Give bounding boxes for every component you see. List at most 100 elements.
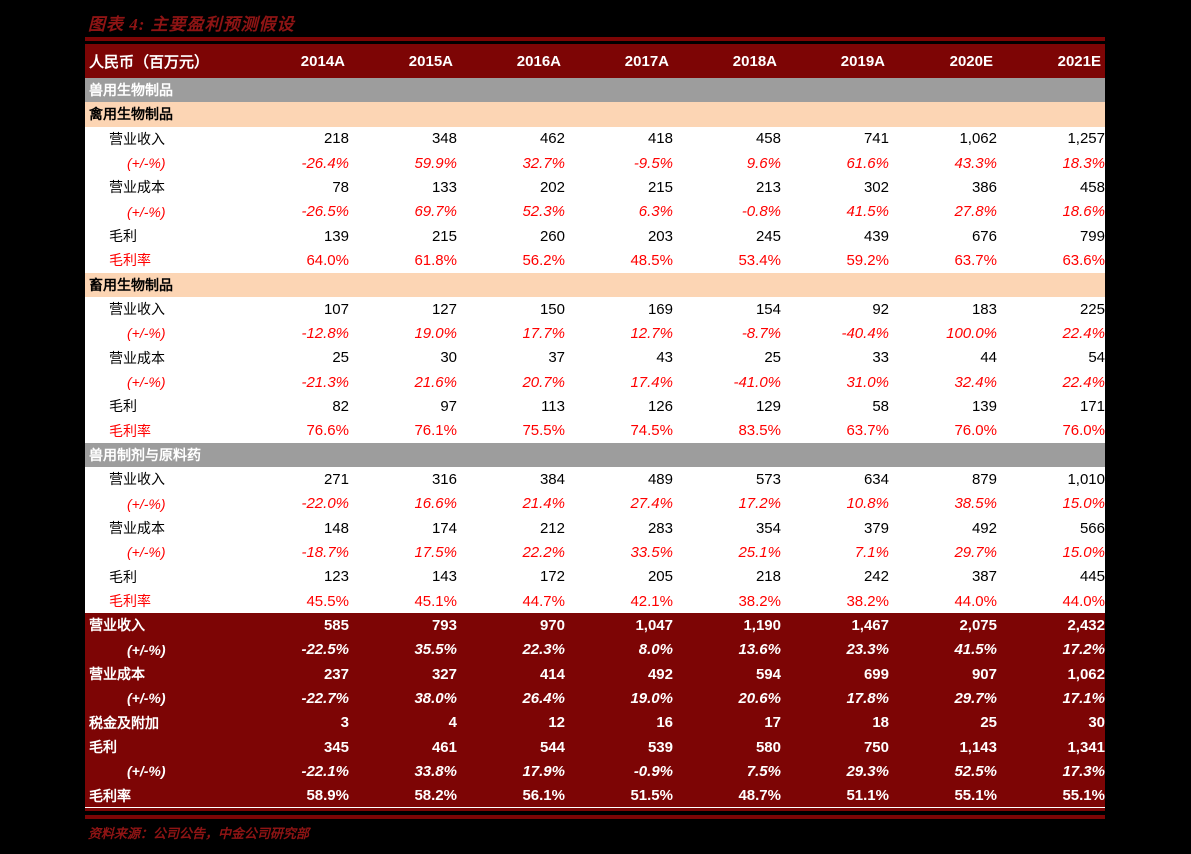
cell-value: 139	[323, 227, 349, 245]
cell-value: -18.7%	[301, 543, 349, 561]
cell-value: 20.7%	[522, 373, 565, 391]
cell-value: 16	[656, 714, 673, 732]
cell-value: 793	[431, 616, 457, 634]
table-row: 营业收入 271 316 384 489 573 634 879 1,010	[85, 467, 1105, 492]
cell-value: -8.7%	[741, 324, 781, 342]
table-row: 毛利率 76.6% 76.1% 75.5% 74.5% 83.5% 63.7% 76.0% 76…	[85, 418, 1105, 443]
cell-value: 97	[440, 397, 457, 415]
cell-value: -22.5%	[301, 641, 349, 659]
cell-value: 44.0%	[954, 592, 997, 610]
cell-value: 327	[431, 665, 457, 683]
row-label: 营业成本	[109, 520, 165, 537]
cell-value: 237	[323, 665, 349, 683]
row-label: 毛利率	[89, 787, 131, 804]
cell-value: 51.5%	[630, 787, 673, 805]
cell-value: 107	[323, 300, 349, 318]
cell-value: 83.5%	[738, 422, 781, 440]
cell-value: 458	[1079, 178, 1105, 196]
cell-value: -12.8%	[301, 324, 349, 342]
cell-value: 37	[548, 349, 565, 367]
cell-value: 143	[431, 568, 457, 586]
cell-value: 218	[323, 130, 349, 148]
cell-value: 970	[539, 616, 565, 634]
cell-value: 56.2%	[522, 251, 565, 269]
cell-value: -40.4%	[841, 324, 889, 342]
cell-value: 17.7%	[522, 324, 565, 342]
cell-value: 1,467	[851, 616, 889, 634]
row-label: 禽用生物制品	[89, 106, 173, 123]
row-label: 税金及附加	[89, 714, 159, 731]
table-row: 毛利 345 461 544 539 580 750 1,143 1,341	[85, 734, 1105, 760]
cell-value: 17.5%	[414, 543, 457, 561]
cell-value: 54	[1088, 349, 1105, 367]
cell-value: 58.2%	[414, 787, 457, 805]
cell-value: 75.5%	[522, 422, 565, 440]
cell-value: 43.3%	[954, 154, 997, 172]
cell-value: 7.5%	[746, 762, 781, 780]
cell-value: 183	[971, 300, 997, 318]
cell-value: 63.6%	[1062, 251, 1105, 269]
row-label: (+/-%)	[127, 203, 166, 220]
cell-value: 1,047	[635, 616, 673, 634]
cell-value: 1,062	[959, 130, 997, 148]
row-label: 营业成本	[109, 349, 165, 366]
cell-value: 316	[431, 470, 457, 488]
table-row: 营业收入 218 348 462 418 458 741 1,062 1,257	[85, 126, 1105, 151]
cell-value: 44	[980, 349, 997, 367]
cell-value: 32.4%	[954, 373, 997, 391]
cell-value: 25	[332, 349, 349, 367]
cell-value: 218	[755, 568, 781, 586]
cell-value: 12	[548, 714, 565, 732]
cell-value: 133	[431, 178, 457, 196]
cell-value: 379	[863, 519, 889, 537]
section-header-row: 禽用生物制品	[85, 102, 1105, 127]
cell-value: 78	[332, 178, 349, 196]
cell-value: 38.2%	[846, 592, 889, 610]
cell-value: 215	[647, 178, 673, 196]
cell-value: 384	[539, 470, 565, 488]
cell-value: 100.0%	[946, 324, 997, 342]
table-row: 税金及附加 3 4 12 16 17 18 25 30	[85, 710, 1105, 735]
cell-value: 15.0%	[1062, 543, 1105, 561]
forecast-table: 人民币（百万元） 2014A 2015A 2016A 2017A 2018A 2019A 2…	[85, 44, 1105, 808]
cell-value: 25	[980, 714, 997, 732]
cell-value: -26.4%	[301, 154, 349, 172]
source-note: 资料来源：公司公告，中金公司研究部	[88, 826, 310, 841]
table-row: (+/-%) -22.1% 33.8% 17.9% -0.9% 7.5% 29.3% 52.5…	[85, 759, 1105, 784]
cell-value: 539	[647, 738, 673, 756]
cell-value: 42.1%	[630, 592, 673, 610]
cell-value: 76.1%	[414, 422, 457, 440]
cell-value: 29.7%	[954, 543, 997, 561]
cell-value: 580	[755, 738, 781, 756]
table-row: 毛利率 45.5% 45.1% 44.7% 42.1% 38.2% 38.2% 44.0% 44…	[85, 588, 1105, 614]
cell-value: 386	[971, 178, 997, 196]
row-label: 兽用制剂与原料药	[89, 447, 201, 464]
row-label: (+/-%)	[127, 544, 166, 561]
cell-value: 750	[863, 738, 889, 756]
cell-value: 458	[755, 130, 781, 148]
cell-value: 148	[323, 519, 349, 537]
cell-value: -21.3%	[301, 373, 349, 391]
figure-title: 图表 4: 主要盈利预测假设	[88, 15, 295, 34]
cell-value: 20.6%	[738, 689, 781, 707]
table-header-row: 人民币（百万元） 2014A 2015A 2016A 2017A 2018A 2019A 2…	[85, 44, 1105, 78]
cell-value: 492	[971, 519, 997, 537]
cell-value: 1,341	[1067, 738, 1105, 756]
row-label: 营业成本	[89, 666, 145, 683]
cell-value: 33.5%	[630, 543, 673, 561]
cell-value: 38.2%	[738, 592, 781, 610]
cell-value: 76.0%	[1062, 422, 1105, 440]
cell-value: 52.3%	[522, 203, 565, 221]
cell-value: 17	[764, 714, 781, 732]
cell-value: -9.5%	[633, 154, 673, 172]
cell-value: 45.1%	[414, 592, 457, 610]
cell-value: 123	[323, 568, 349, 586]
cell-value: 61.8%	[414, 251, 457, 269]
cell-value: 544	[539, 738, 565, 756]
column-header-year: 2018A	[732, 52, 777, 70]
cell-value: 22.3%	[522, 641, 565, 659]
table-row: (+/-%) -22.5% 35.5% 22.3% 8.0% 13.6% 23.3% 41.5…	[85, 637, 1105, 662]
row-label: (+/-%)	[127, 325, 166, 342]
column-header-year: 2019A	[840, 52, 885, 70]
